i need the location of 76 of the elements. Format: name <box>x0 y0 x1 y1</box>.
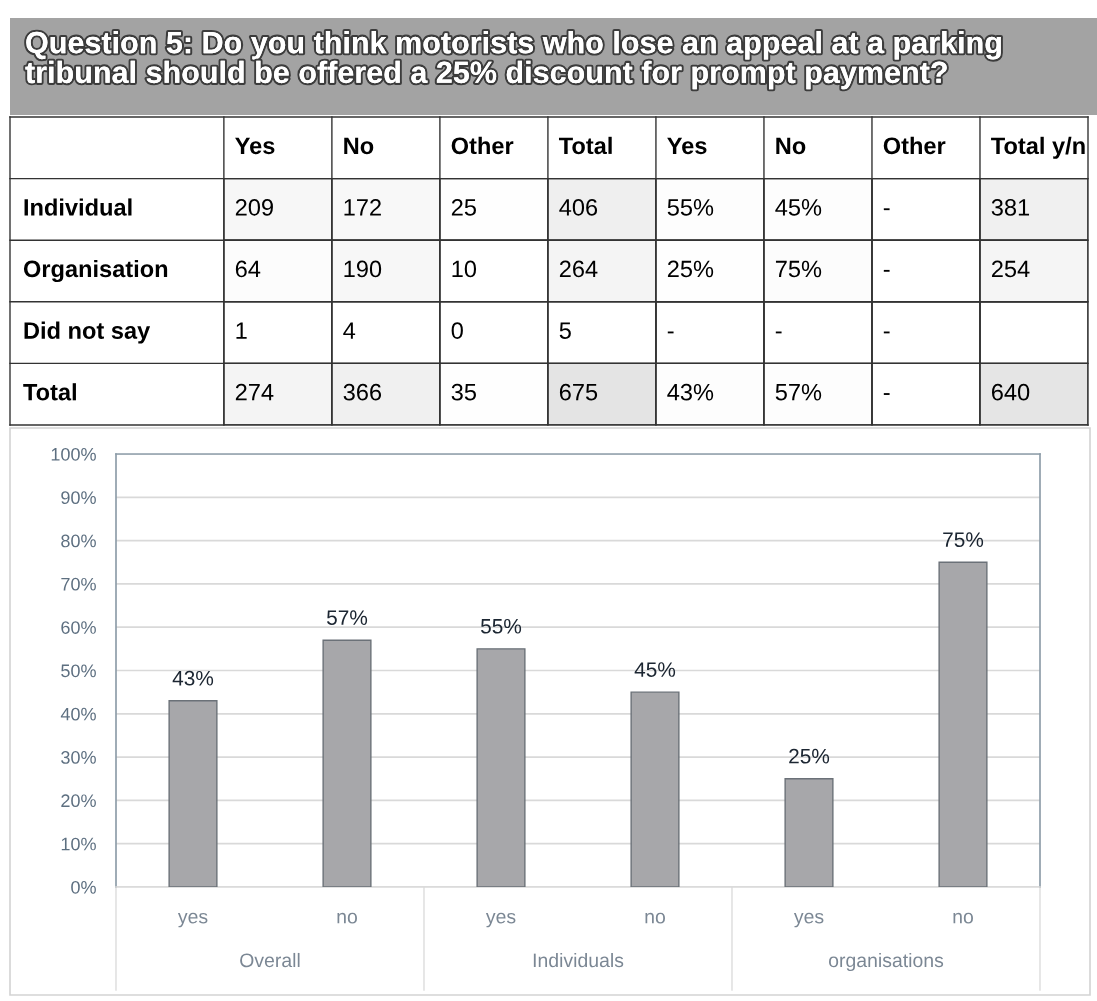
x-tick-label: yes <box>177 912 208 928</box>
data-label: 45% <box>634 662 676 677</box>
data-label: 25% <box>667 260 714 278</box>
x-tick-label: Total <box>558 136 612 155</box>
data-label: 25 <box>451 199 476 216</box>
data-label: 675 <box>559 383 598 401</box>
data-label: 0 <box>451 322 463 339</box>
x-tick-label: Yes <box>667 137 707 155</box>
text: - <box>667 331 674 334</box>
x-tick-label: No <box>776 137 806 155</box>
data-label: 75% <box>943 532 984 548</box>
data-label: 43% <box>667 383 714 401</box>
text: - <box>883 331 890 334</box>
text: - <box>883 393 890 395</box>
data-label: 10 <box>452 260 477 278</box>
data-label: 55% <box>667 199 714 216</box>
x-tick-label: Other <box>451 136 514 155</box>
text: Overall <box>240 952 300 968</box>
text: - <box>883 269 890 272</box>
data-label: 264 <box>559 260 598 278</box>
y-tick-label: 40% <box>60 707 96 721</box>
data-label: 55% <box>480 618 522 634</box>
data-label: 406 <box>559 199 598 216</box>
data-label: 64 <box>235 260 261 278</box>
data-label: 57% <box>775 383 822 401</box>
x-tick-label: Other <box>883 136 946 155</box>
x-tick-label: yes <box>485 912 516 928</box>
chart-title: Question 5: Do you think motorists who lose an appeal at a parking tribunal should be offered a 25% discount for prompt payment? <box>25 31 1001 90</box>
x-tick-label: No <box>344 137 374 155</box>
x-tick-label: yes <box>793 912 824 928</box>
x-tick-label: no <box>337 912 357 924</box>
y-tick-label: 70% <box>61 577 96 591</box>
x-tick-label: no <box>953 912 973 924</box>
x-tick-label: Total y/n <box>991 136 1085 159</box>
data-label: 640 <box>991 383 1030 401</box>
bar <box>168 700 218 887</box>
y-tick-label: 60% <box>61 621 96 634</box>
data-label: 209 <box>235 199 273 216</box>
bar <box>938 561 988 887</box>
data-label: 75% <box>775 260 822 278</box>
data-label: 43% <box>172 670 214 686</box>
bar <box>784 778 834 887</box>
y-tick-label: 0% <box>71 880 96 894</box>
y-tick-label: 10% <box>61 837 96 851</box>
data-label: 172 <box>344 199 381 216</box>
data-label: 190 <box>344 260 382 278</box>
y-tick-label: Individual <box>24 198 132 216</box>
bar <box>476 648 526 887</box>
data-label: 57% <box>326 610 368 625</box>
y-tick-label: 90% <box>61 491 96 505</box>
y-tick-label: 100% <box>51 447 96 461</box>
y-tick-label: 20% <box>61 794 96 808</box>
text: - <box>883 208 890 211</box>
x-tick-label: Yes <box>235 137 275 155</box>
bar <box>322 639 372 887</box>
data-label: 25% <box>789 748 830 764</box>
bar <box>630 691 680 887</box>
data-label: 35 <box>451 383 476 401</box>
y-tick-label: 30% <box>61 751 96 764</box>
y-tick-label: 50% <box>61 664 96 678</box>
data-label: 274 <box>235 383 274 401</box>
data-label: 381 <box>991 199 1030 216</box>
text: Individuals <box>533 952 624 968</box>
data-label: 5 <box>559 322 571 339</box>
y-tick-label: Organisation <box>23 259 168 283</box>
y-tick-label: Total <box>23 383 76 401</box>
y-tick-label: Did not say <box>24 321 151 344</box>
text: organisations <box>828 952 944 972</box>
data-label: 254 <box>991 260 1030 278</box>
data-label: 366 <box>343 383 382 401</box>
data-label: 4 <box>343 322 356 339</box>
x-tick-label: no <box>645 912 665 924</box>
text: - <box>775 331 782 334</box>
data-label: 45% <box>775 199 822 216</box>
data-label: 1 <box>236 322 247 339</box>
y-tick-label: 80% <box>61 534 96 548</box>
